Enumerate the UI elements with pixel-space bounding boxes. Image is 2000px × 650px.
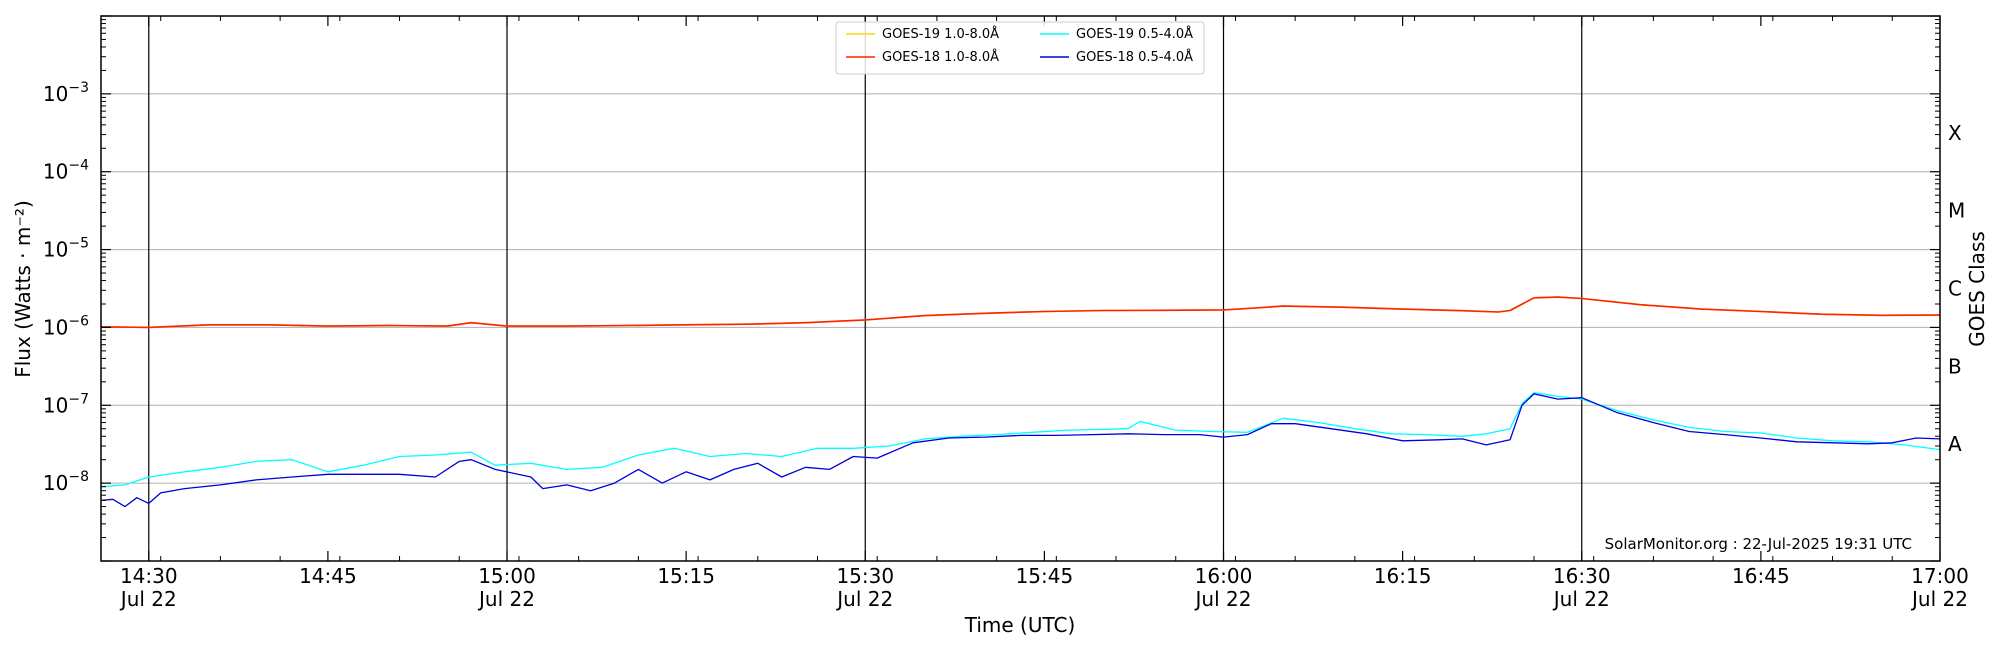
y-tick-label: 10−6	[43, 313, 89, 339]
plot-frame	[100, 15, 1941, 562]
x-tick-label: 14:30	[120, 564, 178, 588]
legend-items: GOES-19 1.0-8.0Å GOES-18 1.0-8.0Å GOES-19 …	[846, 26, 1193, 65]
legend-label: GOES-18 1.0-8.0Å	[882, 49, 999, 65]
x-tick-label: 14:45	[299, 564, 357, 588]
series-line	[100, 393, 1941, 508]
goes-class-label: A	[1948, 432, 1962, 456]
y-tick-label: 10−5	[43, 236, 89, 262]
x-tick-label: 15:15	[657, 564, 715, 588]
x-tick-label: 15:30	[836, 564, 894, 588]
y-tick-label: 10−4	[43, 158, 89, 184]
x-axis-title: Time (UTC)	[964, 613, 1076, 637]
credit-text: SolarMonitor.org : 22-Jul-2025 19:31 UTC	[1605, 535, 1912, 553]
y-axis-title: Flux (Watts · m⁻²)	[11, 200, 35, 378]
goes-class-label: C	[1948, 277, 1962, 301]
grid-layer	[101, 16, 1940, 561]
legend: GOES-19 1.0-8.0Å GOES-18 1.0-8.0Å GOES-19 …	[835, 21, 1205, 75]
goes-class-label: M	[1948, 199, 1965, 223]
goes-class-label: B	[1948, 354, 1962, 378]
x-tick-date-label: Jul 22	[1552, 587, 1610, 611]
legend-label: GOES-19 0.5-4.0Å	[1076, 26, 1193, 42]
x-tick-date-label: Jul 22	[835, 587, 893, 611]
goes-class-axis-title: GOES Class	[1965, 231, 1989, 347]
tick-layer	[100, 15, 1941, 562]
x-tick-date-label: Jul 22	[1194, 587, 1252, 611]
x-tick-date-label: Jul 22	[119, 587, 177, 611]
x-tick-label: 17:00	[1911, 564, 1969, 588]
x-tick-label: 16:30	[1553, 564, 1611, 588]
x-tick-label: 16:00	[1195, 564, 1253, 588]
series-layer	[100, 296, 1941, 508]
legend-box	[835, 21, 1205, 75]
series-line	[100, 296, 1941, 329]
x-tick-date-label: Jul 22	[1910, 587, 1968, 611]
x-tick-label: 16:45	[1732, 564, 1790, 588]
series-line	[100, 392, 1941, 488]
x-tick-label: 16:15	[1374, 564, 1432, 588]
goes-class-label: X	[1948, 121, 1962, 145]
y-tick-label: 10−8	[43, 469, 89, 495]
legend-label: GOES-19 1.0-8.0Å	[882, 26, 999, 42]
y-tick-label: 10−3	[43, 80, 89, 106]
x-tick-label: 15:45	[1016, 564, 1074, 588]
x-tick-date-label: Jul 22	[477, 587, 535, 611]
y-tick-label: 10−7	[43, 391, 89, 417]
legend-label: GOES-18 0.5-4.0Å	[1076, 49, 1193, 65]
x-tick-label: 15:00	[478, 564, 536, 588]
